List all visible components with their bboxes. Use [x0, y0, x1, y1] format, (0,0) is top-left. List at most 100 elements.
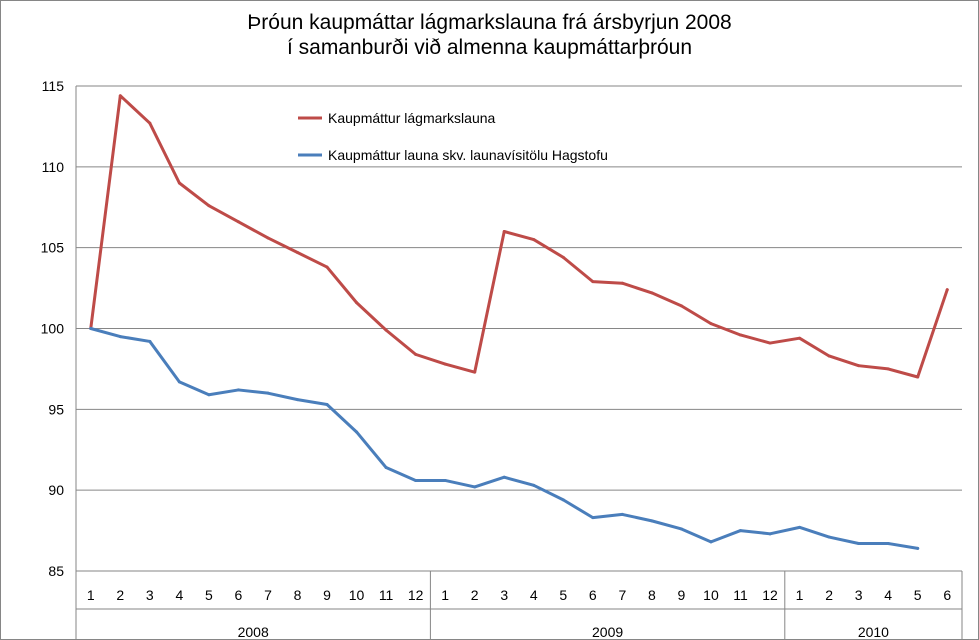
x-group-label: 2008 [238, 624, 269, 640]
data-point [236, 388, 240, 392]
data-point [768, 532, 772, 536]
data-point [325, 265, 329, 269]
data-point [177, 181, 181, 185]
data-point [739, 529, 742, 533]
x-tick-label: 3 [500, 587, 508, 603]
x-tick-label: 6 [235, 587, 243, 603]
x-tick-label: 8 [294, 587, 302, 603]
x-tick-label: 2 [116, 587, 124, 603]
y-tick-label: 110 [42, 159, 65, 175]
data-point [532, 238, 536, 242]
data-point [679, 304, 683, 308]
chart-title-line-2: í samanburði við almenna kaupmáttarþróun [286, 36, 693, 59]
chart-title: Þróun kaupmáttar lágmarkslauna frá ársby… [0, 10, 979, 60]
data-point [355, 301, 359, 305]
data-point [118, 335, 122, 339]
data-point [532, 483, 536, 487]
y-tick-label: 90 [48, 482, 64, 498]
data-point [148, 339, 152, 343]
data-point [591, 280, 595, 284]
data-point [148, 121, 152, 125]
data-point [89, 327, 93, 330]
data-point [473, 485, 477, 489]
x-group-label: 2009 [592, 624, 623, 640]
data-point [384, 328, 388, 332]
data-point [739, 333, 742, 337]
data-point [296, 398, 299, 402]
data-point [236, 220, 240, 224]
x-tick-label: 4 [884, 587, 892, 603]
x-tick-label: 12 [408, 587, 424, 603]
x-tick-label: 11 [733, 587, 748, 603]
data-point [443, 478, 447, 482]
x-tick-label: 5 [205, 587, 213, 603]
x-tick-label: 2 [471, 587, 479, 603]
x-tick-label: 3 [855, 587, 863, 603]
data-point [118, 94, 122, 98]
data-point [502, 230, 506, 233]
x-tick-label: 12 [762, 587, 778, 603]
series-line-1 [89, 94, 949, 379]
data-point [857, 364, 861, 368]
legend-label: Kaupmáttur lágmarkslauna [328, 110, 496, 126]
data-point [857, 542, 861, 546]
y-tick-label: 95 [48, 401, 64, 417]
x-tick-label: 7 [264, 587, 272, 603]
x-tick-label: 1 [87, 587, 95, 603]
data-point [620, 512, 624, 516]
gridlines [76, 85, 962, 491]
y-tick-label: 115 [42, 78, 65, 94]
x-tick-label: 1 [796, 587, 804, 603]
x-tick-label: 4 [530, 587, 538, 603]
x-tick-label: 7 [618, 587, 626, 603]
data-point [650, 519, 654, 523]
data-point [709, 322, 713, 326]
x-tick-label: 3 [146, 587, 154, 603]
x-group-label: 2010 [858, 624, 889, 640]
data-point [355, 430, 359, 434]
data-point [827, 535, 831, 539]
x-tick-label: 2 [825, 587, 833, 603]
data-point [473, 370, 477, 374]
x-tick-label: 4 [175, 587, 183, 603]
y-tick-label: 105 [41, 240, 65, 256]
data-point [620, 281, 624, 285]
data-point [177, 380, 181, 384]
x-tick-label: 5 [559, 587, 567, 603]
data-point [886, 367, 890, 371]
data-point [266, 391, 270, 395]
data-point [916, 375, 920, 379]
x-tick-label: 5 [914, 587, 922, 603]
x-tick-label: 8 [648, 587, 656, 603]
data-point [384, 466, 388, 470]
data-point [207, 393, 211, 397]
data-point [561, 498, 565, 502]
data-point [709, 540, 713, 544]
data-point [798, 336, 802, 340]
data-point [650, 291, 654, 295]
series-lines [89, 94, 949, 550]
x-tick-label: 10 [349, 587, 365, 603]
data-point [325, 402, 329, 406]
data-point [886, 542, 890, 546]
data-point [561, 255, 565, 259]
x-tick-label: 1 [441, 587, 449, 603]
x-tick-label: 6 [943, 587, 951, 603]
data-point [296, 251, 299, 255]
data-point [266, 236, 270, 240]
data-point [768, 341, 772, 345]
data-point [502, 475, 506, 479]
data-point [827, 354, 831, 358]
legend: Kaupmáttur lágmarkslauna Kaupmáttur launa… [298, 110, 608, 163]
data-point [945, 288, 949, 292]
y-tick-label: 100 [41, 321, 65, 337]
chart-title-line-1: Þróun kaupmáttar lágmarkslauna frá ársby… [247, 11, 732, 34]
data-point [798, 525, 802, 529]
y-tick-label: 85 [48, 563, 64, 579]
x-tick-label: 10 [703, 587, 719, 603]
x-tick-label: 6 [589, 587, 597, 603]
data-point [679, 527, 683, 531]
x-tick-label: 11 [379, 587, 394, 603]
